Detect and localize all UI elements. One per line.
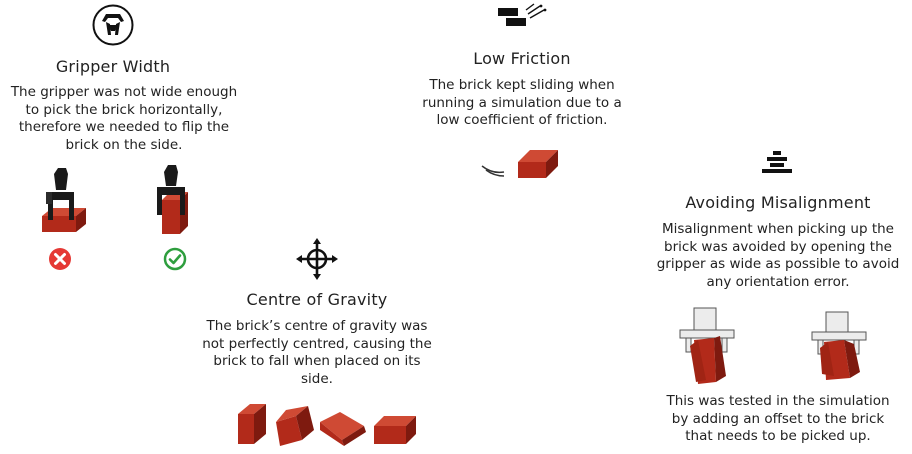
check-circle-icon	[163, 247, 187, 271]
centre-of-gravity-description: The brick’s centre of gravity was not pe…	[200, 318, 434, 388]
low-friction-description: The brick kept sliding when running a si…	[410, 77, 634, 130]
robot-gripper-icon	[92, 4, 134, 46]
gripper-vertical-brick-illustration	[150, 162, 194, 236]
gripper-horizontal-brick-illustration	[36, 164, 88, 236]
centre-of-gravity-icon-wrap	[296, 238, 338, 280]
error-x-icon	[48, 247, 72, 271]
falling-bricks-illustration	[236, 400, 420, 448]
avoiding-misalignment-description: Misalignment when picking up the brick w…	[656, 221, 900, 291]
crosshair-move-icon	[296, 238, 338, 280]
wide-gripper-brick-illustration-2	[810, 310, 872, 384]
avoiding-misalignment-title: Avoiding Misalignment	[668, 193, 888, 212]
low-friction-title: Low Friction	[422, 49, 622, 68]
gripper-width-title: Gripper Width	[13, 57, 213, 76]
gripper-width-description: The gripper was not wide enough to pick …	[5, 84, 243, 154]
gripper-width-icon-wrap	[92, 4, 134, 46]
wide-gripper-brick-illustration-1	[676, 306, 738, 386]
sliding-bricks-icon	[496, 2, 548, 32]
stacked-bars-icon	[760, 150, 794, 178]
sliding-brick-illustration	[480, 146, 564, 182]
low-friction-icon-wrap	[496, 2, 548, 32]
avoiding-misalignment-icon-wrap	[760, 150, 794, 178]
avoiding-misalignment-note: This was tested in the simulation by add…	[660, 393, 896, 446]
centre-of-gravity-title: Centre of Gravity	[217, 290, 417, 309]
